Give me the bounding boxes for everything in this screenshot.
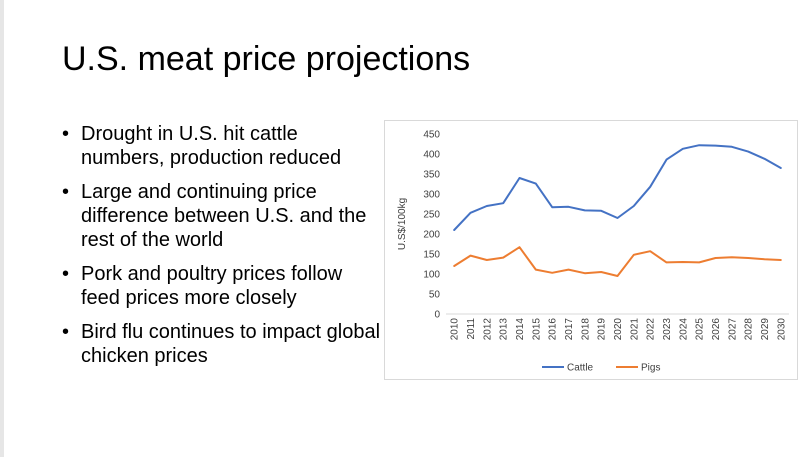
y-tick-label: 400 <box>423 150 440 161</box>
slide-title: U.S. meat price projections <box>62 40 471 78</box>
bullet-text: Drought in U.S. hit cattle numbers, prod… <box>81 123 342 169</box>
y-tick-label: 250 <box>423 210 440 221</box>
y-tick-label: 300 <box>423 190 440 201</box>
x-tick-label: 2022 <box>646 318 657 341</box>
x-tick-label: 2027 <box>727 318 738 341</box>
series-line-cattle <box>453 144 782 231</box>
bullet-text: Bird flu continues to impact global chic… <box>81 321 381 367</box>
bullet-symbol: • <box>62 263 70 285</box>
series-line-pigs <box>453 246 782 277</box>
x-tick-label: 2014 <box>515 318 526 341</box>
y-axis-title: U.S$/100kg <box>397 198 408 250</box>
legend-label-cattle: Cattle <box>567 363 594 374</box>
bullet-symbol: • <box>62 321 70 343</box>
bullet-item: • Bird flu continues to impact global ch… <box>62 320 382 368</box>
slide-edge <box>0 0 4 457</box>
x-tick-label: 2012 <box>482 318 493 341</box>
bullet-symbol: • <box>62 181 70 203</box>
bullet-list: • Drought in U.S. hit cattle numbers, pr… <box>62 122 382 378</box>
chart-frame: 0 50 100 150 200 250 300 350 400 450 2010 2011 2012 2… <box>384 120 798 380</box>
bullet-text: Large and continuing price difference be… <box>81 181 367 251</box>
x-tick-label: 2017 <box>564 318 575 341</box>
x-tick-label: 2015 <box>531 318 542 341</box>
x-tick-label: 2030 <box>776 318 787 341</box>
x-tick-label: 2021 <box>629 318 640 341</box>
x-tick-label: 2028 <box>744 318 755 341</box>
y-tick-label: 0 <box>434 310 440 321</box>
y-tick-label: 100 <box>423 270 440 281</box>
x-tick-label: 2011 <box>466 318 477 340</box>
x-tick-label: 2026 <box>711 318 722 341</box>
bullet-item: • Drought in U.S. hit cattle numbers, pr… <box>62 122 382 170</box>
line-chart: 0 50 100 150 200 250 300 350 400 450 2010 2011 2012 2… <box>397 130 789 374</box>
x-tick-label: 2025 <box>695 318 706 341</box>
x-tick-label: 2020 <box>613 318 624 341</box>
y-tick-label: 200 <box>423 230 440 241</box>
x-tick-label: 2013 <box>499 318 510 341</box>
x-tick-label: 2010 <box>450 318 461 341</box>
bullet-item: • Pork and poultry prices follow feed pr… <box>62 262 382 310</box>
y-tick-label: 50 <box>429 290 441 301</box>
x-tick-label: 2018 <box>580 318 591 341</box>
x-tick-label: 2024 <box>678 318 689 341</box>
y-tick-label: 350 <box>423 170 440 181</box>
y-tick-label: 150 <box>423 250 440 261</box>
y-tick-label: 450 <box>423 130 440 141</box>
x-tick-label: 2019 <box>597 318 608 341</box>
bullet-item: • Large and continuing price difference … <box>62 180 382 252</box>
x-tick-label: 2029 <box>760 318 771 341</box>
x-tick-label: 2023 <box>662 318 673 341</box>
bullet-symbol: • <box>62 123 70 145</box>
x-tick-label: 2016 <box>548 318 559 341</box>
bullet-text: Pork and poultry prices follow feed pric… <box>81 263 343 309</box>
legend-label-pigs: Pigs <box>641 363 660 374</box>
